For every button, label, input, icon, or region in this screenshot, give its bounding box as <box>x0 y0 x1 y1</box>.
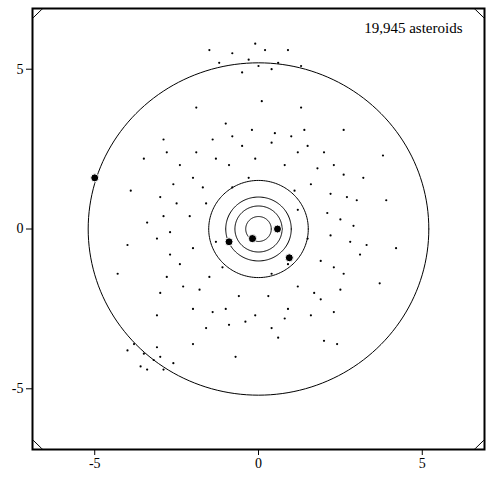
svg-text:-5: -5 <box>89 456 101 471</box>
svg-text:0: 0 <box>255 456 262 471</box>
svg-text:0: 0 <box>17 221 24 236</box>
svg-text:19,945 asteroids: 19,945 asteroids <box>364 20 462 36</box>
svg-text:5: 5 <box>419 456 426 471</box>
svg-text:5: 5 <box>17 62 24 77</box>
svg-text:-5: -5 <box>12 381 24 396</box>
